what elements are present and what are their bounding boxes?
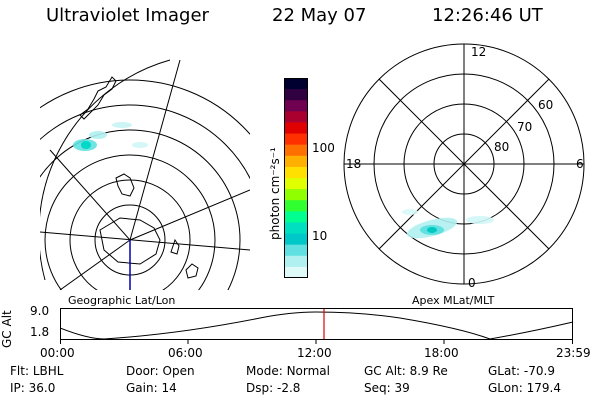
colorbar-band	[284, 255, 308, 268]
colorbar-band	[284, 166, 308, 179]
colorbar-band	[284, 144, 308, 157]
status-seq: Seq: 39	[364, 381, 410, 395]
orbit-xtick-2359: 23:59	[556, 346, 591, 360]
colorbar-band	[284, 111, 308, 123]
orbit-ylabel: GC Alt	[0, 310, 14, 348]
orbit-xtick-1200: 12:00	[297, 346, 332, 360]
mlt-label-18: 18	[346, 157, 361, 171]
lat-label-80: 80	[494, 140, 509, 154]
colorbar-band	[284, 155, 308, 168]
colorbar-tick-100: 100	[312, 141, 335, 155]
status-door: Door: Open	[126, 364, 195, 378]
geographic-map-label: Geographic Lat/Lon	[68, 294, 176, 307]
coastline	[79, 76, 117, 120]
orbit-xtick-1800: 18:00	[424, 346, 459, 360]
status-flt: Flt: LBHL	[10, 364, 64, 378]
status-glat: GLat: -70.9	[488, 364, 555, 378]
status-gc-alt: GC Alt: 8.9 Re	[364, 364, 448, 378]
status-gain: Gain: 14	[126, 381, 177, 395]
colorbar-band	[284, 178, 308, 190]
colorbar-band	[284, 233, 308, 246]
status-dsp: Dsp: -2.8	[246, 381, 301, 395]
status-mode: Mode: Normal	[246, 364, 330, 378]
color-scale-bar	[284, 78, 308, 278]
status-ip: IP: 36.0	[10, 381, 56, 395]
aurora-oval	[402, 209, 494, 239]
colorbar-unit-label: photon cm⁻²s⁻¹	[268, 147, 282, 240]
orbit-altitude-plot	[60, 308, 574, 344]
colorbar-band	[284, 122, 308, 135]
lat-label-70: 70	[517, 120, 532, 134]
status-glon: GLon: 179.4	[488, 381, 561, 395]
mlt-label-0: 0	[468, 276, 476, 290]
lat-label-60: 60	[538, 98, 553, 112]
colorbar-band	[284, 211, 308, 223]
mlt-label-6: 6	[576, 157, 584, 171]
colorbar-band	[284, 100, 308, 112]
orbit-ytick-9: 9.0	[30, 304, 50, 318]
colorbar-band	[284, 244, 308, 257]
magnetic-map-label: Apex MLat/MLT	[412, 294, 495, 307]
colorbar-band	[284, 133, 308, 146]
colorbar-tick-10: 10	[312, 229, 328, 243]
orbit-xtick-0600: 06:00	[168, 346, 203, 360]
colorbar-band	[284, 78, 308, 90]
magnetic-polar-map: 12 18 6 0 60 70 80	[343, 43, 585, 290]
time-label: 12:26:46 UT	[432, 5, 543, 26]
colorbar-band	[284, 189, 308, 201]
colorbar-band	[284, 89, 308, 101]
aurora-emission	[73, 122, 148, 151]
instrument-title: Ultraviolet Imager	[46, 5, 209, 26]
colorbar-band	[284, 200, 308, 212]
mlt-label-12: 12	[471, 45, 486, 59]
altitude-curve	[60, 311, 574, 340]
colorbar-band	[284, 266, 308, 278]
orbit-ytick-1-8: 1.8	[30, 325, 50, 339]
geographic-map	[40, 59, 250, 290]
orbit-xtick-0000: 00:00	[40, 346, 75, 360]
date-label: 22 May 07	[272, 5, 367, 26]
colorbar-band	[284, 222, 308, 235]
